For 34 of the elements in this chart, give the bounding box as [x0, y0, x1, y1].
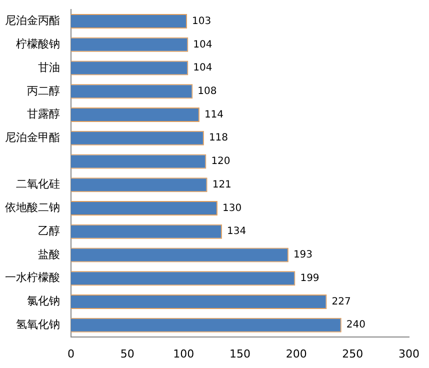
- x-tick-label: 300: [398, 347, 420, 360]
- y-tick-label: 氯化钠: [27, 294, 60, 308]
- y-tick-label: 尼泊金丙酯: [5, 14, 60, 28]
- data-label: 134: [226, 226, 246, 238]
- y-tick-label: 丙二醇: [27, 84, 60, 98]
- y-tick-label: 甘露醇: [27, 108, 60, 121]
- y-tick-label: 乙醇: [38, 224, 60, 238]
- data-label: 103: [192, 16, 212, 27]
- data-label: 104: [193, 62, 212, 74]
- y-tick-label: 氢氧化钠: [16, 318, 60, 331]
- data-label: 120: [211, 156, 230, 168]
- y-tick-label: 依地酸二钠: [5, 201, 60, 214]
- x-tick-label: 200: [286, 347, 307, 360]
- data-label: 130: [222, 202, 242, 214]
- data-label: 199: [300, 272, 320, 284]
- x-tick-label: 250: [342, 347, 364, 360]
- y-tick-label: 盐酸: [38, 248, 60, 261]
- y-tick-label: 尼泊金甲酯: [5, 131, 60, 144]
- x-tick-label: 0: [68, 347, 74, 360]
- y-tick-label: 甘油: [38, 60, 60, 74]
- y-tick-label: 柠檬酸钠: [16, 38, 60, 51]
- x-tick-label: 150: [230, 347, 250, 360]
- data-label: 104: [193, 39, 212, 50]
- data-label: 114: [204, 109, 224, 120]
- x-tick-label: 50: [120, 347, 134, 360]
- y-tick-label: 一水柠檬酸: [5, 271, 60, 284]
- data-label: 240: [346, 320, 366, 331]
- data-label: 121: [212, 179, 232, 190]
- x-tick-label: 100: [173, 347, 194, 360]
- data-label: 193: [293, 250, 313, 261]
- data-label: 108: [198, 86, 217, 97]
- data-label: 227: [332, 296, 351, 308]
- y-tick-label: 二氧化硅: [16, 178, 60, 191]
- data-label: 118: [208, 132, 228, 144]
